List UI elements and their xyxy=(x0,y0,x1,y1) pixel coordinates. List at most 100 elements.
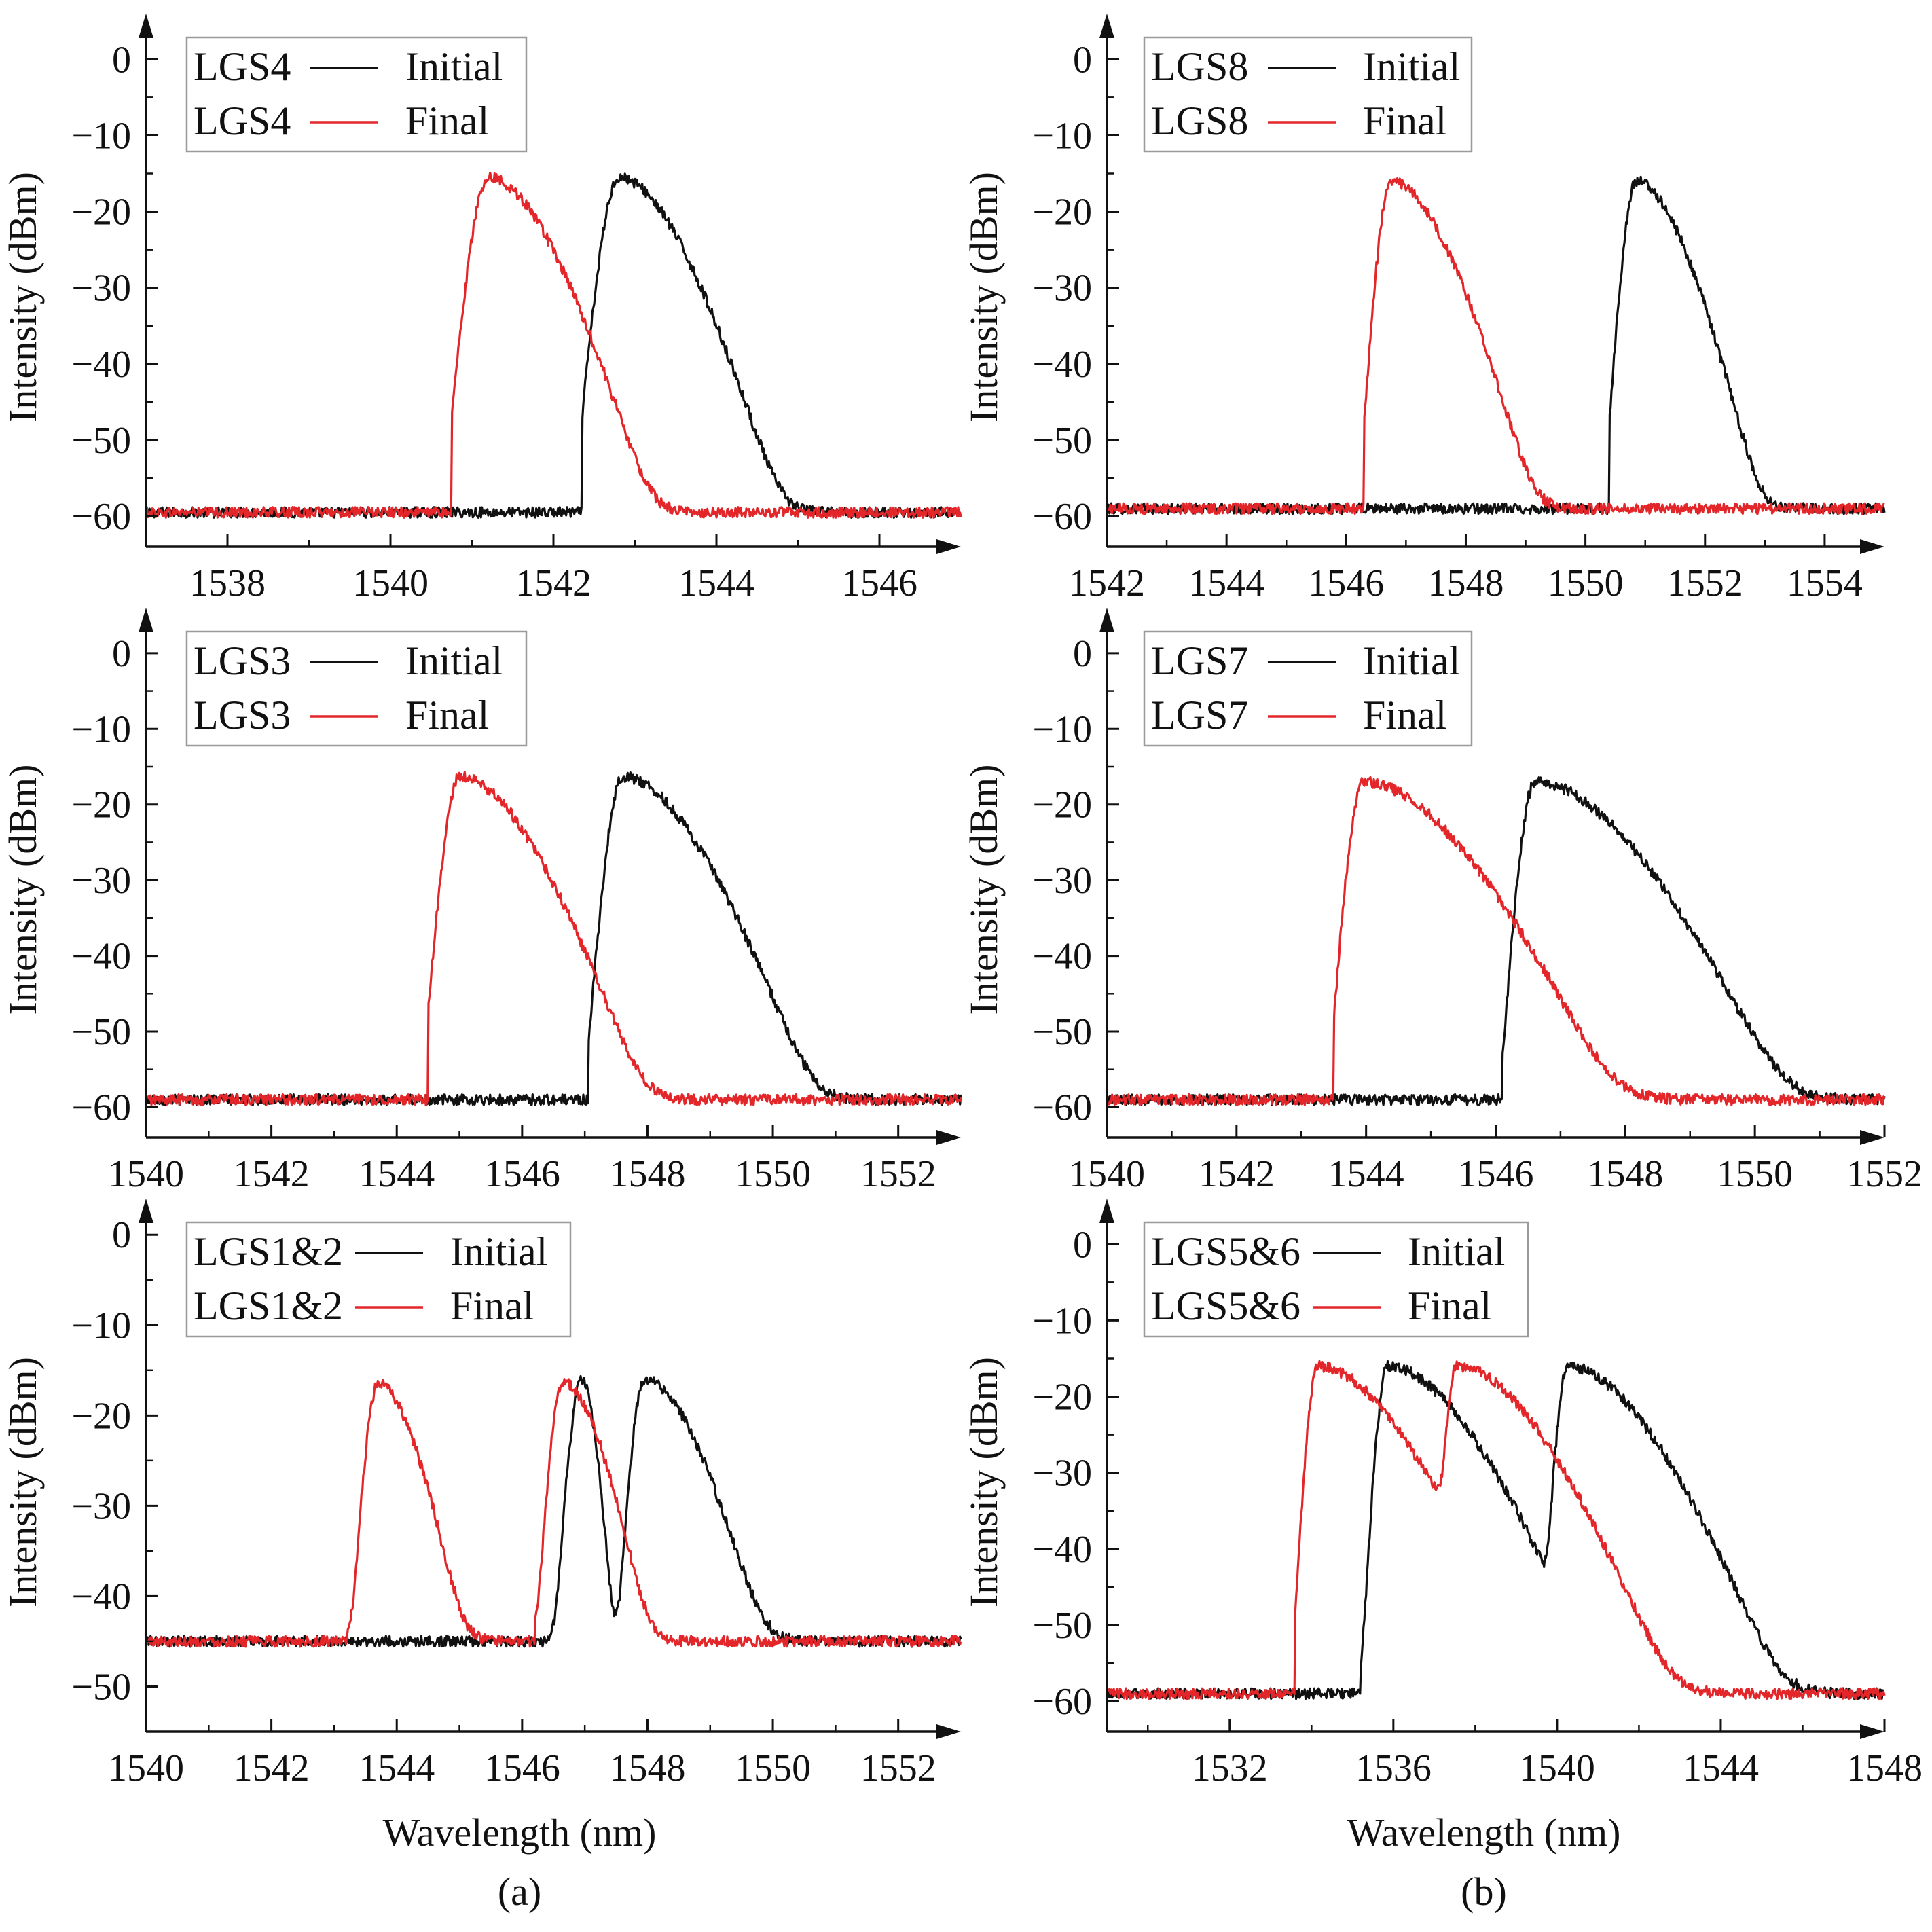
y-axis-arrow xyxy=(1099,14,1114,38)
legend-box xyxy=(185,36,528,153)
x-tick-label: 1544 xyxy=(1683,1747,1759,1789)
x-tick-label: 1548 xyxy=(1427,562,1503,604)
x-tick-label: 1542 xyxy=(234,1747,310,1789)
x-tick-label: 1540 xyxy=(108,1153,184,1195)
y-tick-label: −10 xyxy=(71,708,131,750)
y-tick-label: −50 xyxy=(1032,420,1092,462)
x-tick-label: 1548 xyxy=(1846,1747,1922,1789)
x-tick-label: 1546 xyxy=(484,1747,560,1789)
y-tick-label: −20 xyxy=(71,784,131,826)
legend-series-label: LGS5&6 xyxy=(1151,1229,1300,1274)
series-line-initial xyxy=(1106,1360,1886,1700)
legend-box xyxy=(1143,36,1473,153)
x-tick-label: 1538 xyxy=(189,562,266,604)
x-axis-title-a: Wavelength (nm) xyxy=(383,1810,657,1855)
x-tick-label: 1542 xyxy=(234,1153,310,1195)
y-tick-label: −10 xyxy=(1032,708,1092,750)
y-tick-label: −50 xyxy=(1032,1011,1092,1053)
series-line-final xyxy=(1106,1360,1886,1700)
legend-series-label: LGS4 xyxy=(194,44,291,89)
series-line-final xyxy=(1106,776,1886,1106)
legend-series-name: Initial xyxy=(405,638,503,683)
x-axis-arrow xyxy=(1860,539,1884,554)
y-tick-label: −60 xyxy=(71,1087,131,1129)
legend-box xyxy=(1143,1221,1529,1338)
x-tick-label: 1550 xyxy=(1548,562,1624,604)
x-tick-label: 1546 xyxy=(1458,1153,1534,1195)
x-tick-label: 1542 xyxy=(1069,562,1145,604)
legend-series-name: Final xyxy=(450,1283,534,1328)
legend-series-name: Initial xyxy=(450,1229,547,1274)
legend-series-label: LGS8 xyxy=(1151,98,1248,143)
chart-b-middle: 0 −10 −20 −30 −40 −50 −60 1540 1542 1544 1546 1548 1… xyxy=(962,608,1922,1195)
x-tick-label: 1554 xyxy=(1787,562,1863,604)
legend-box xyxy=(1143,630,1473,747)
chart-b-top: 0 −10 −20 −30 −40 −50 −60 1542 1544 1546 1548 1550 1… xyxy=(962,14,1886,604)
y-tick-label: 0 xyxy=(1073,1224,1092,1266)
y-axis-title: Intensity (dBm) xyxy=(1,765,45,1015)
series-line-final xyxy=(145,171,962,519)
y-tick-label: −20 xyxy=(1032,192,1092,234)
legend-series-label: LGS1&2 xyxy=(194,1283,343,1328)
y-tick-label: −50 xyxy=(71,1666,131,1708)
x-tick-label: 1548 xyxy=(1587,1153,1663,1195)
legend: LGS5&6 Initial LGS5&6 Final xyxy=(1143,1221,1529,1338)
chart-a-bottom: 0 −10 −20 −30 −40 −50 1540 1542 1544 1546 1548 1550… xyxy=(1,1199,962,1789)
x-tick-label: 1540 xyxy=(1519,1747,1595,1789)
y-tick-label: −30 xyxy=(71,268,131,310)
y-tick-label: −40 xyxy=(71,1575,131,1618)
x-axis-arrow xyxy=(1860,1724,1884,1739)
legend-series-label: LGS7 xyxy=(1151,638,1248,683)
panel-label-a: (a) xyxy=(498,1870,541,1914)
series-line-final xyxy=(145,771,962,1106)
legend-series-label: LGS4 xyxy=(194,98,291,143)
legend-series-label: LGS1&2 xyxy=(194,1229,343,1274)
x-tick-label: 1544 xyxy=(1188,562,1264,604)
legend: LGS4 Initial LGS4 Final xyxy=(185,36,528,153)
y-tick-label: −30 xyxy=(1032,1453,1092,1495)
x-tick-label: 1540 xyxy=(352,562,429,604)
legend-series-label: LGS3 xyxy=(194,638,291,683)
chart-a-middle: 0 −10 −20 −30 −40 −50 −60 1540 1542 1544 1546 1548 1… xyxy=(1,608,962,1195)
y-axis-arrow xyxy=(1099,1199,1114,1223)
y-tick-label: −30 xyxy=(71,1485,131,1527)
x-axis-arrow xyxy=(936,1130,961,1145)
y-tick-label: −30 xyxy=(1032,860,1092,902)
x-tick-label: 1544 xyxy=(678,562,754,604)
legend: LGS3 Initial LGS3 Final xyxy=(185,630,528,747)
panel-label-b: (b) xyxy=(1461,1870,1507,1914)
x-axis-arrow xyxy=(1860,1130,1884,1145)
y-tick-label: −10 xyxy=(71,1305,131,1347)
chart-b-bottom: 0 −10 −20 −30 −40 −50 −60 1532 1536 1540 1544 1548 I… xyxy=(962,1199,1922,1789)
legend-series-name: Initial xyxy=(1363,638,1460,683)
x-tick-label: 1544 xyxy=(1328,1153,1404,1195)
y-tick-label: −10 xyxy=(1032,115,1092,157)
legend-series-label: LGS8 xyxy=(1151,44,1248,89)
y-tick-label: −60 xyxy=(1032,496,1092,538)
legend-series-name: Initial xyxy=(1363,44,1460,89)
y-tick-label: −20 xyxy=(1032,1377,1092,1419)
x-tick-label: 1532 xyxy=(1192,1747,1268,1789)
x-tick-label: 1548 xyxy=(609,1153,685,1195)
x-tick-label: 1552 xyxy=(1846,1153,1922,1195)
legend: LGS7 Initial LGS7 Final xyxy=(1143,630,1473,747)
chart-a-top: 0 −10 −20 −30 −40 −50 −60 1538 1540 1542 1544 1546 I… xyxy=(1,14,962,604)
x-tick-label: 1550 xyxy=(735,1153,811,1195)
y-tick-label: −10 xyxy=(71,115,131,157)
y-axis-title: Intensity (dBm) xyxy=(962,172,1006,422)
y-tick-label: −20 xyxy=(1032,784,1092,826)
y-tick-label: 0 xyxy=(1073,39,1092,81)
y-axis-title: Intensity (dBm) xyxy=(1,172,45,422)
x-tick-label: 1546 xyxy=(841,562,917,604)
legend: LGS8 Initial LGS8 Final xyxy=(1143,36,1473,153)
legend-box xyxy=(185,630,528,747)
series-line-final xyxy=(145,1378,962,1648)
legend-series-name: Final xyxy=(405,693,489,737)
y-tick-label: 0 xyxy=(112,1214,131,1256)
y-axis-title: Intensity (dBm) xyxy=(962,765,1006,1015)
y-axis-arrow xyxy=(139,608,153,632)
legend-series-label: LGS7 xyxy=(1151,693,1248,737)
y-axis-arrow xyxy=(139,14,153,38)
y-tick-label: 0 xyxy=(112,39,131,81)
series-line-initial xyxy=(145,771,962,1106)
